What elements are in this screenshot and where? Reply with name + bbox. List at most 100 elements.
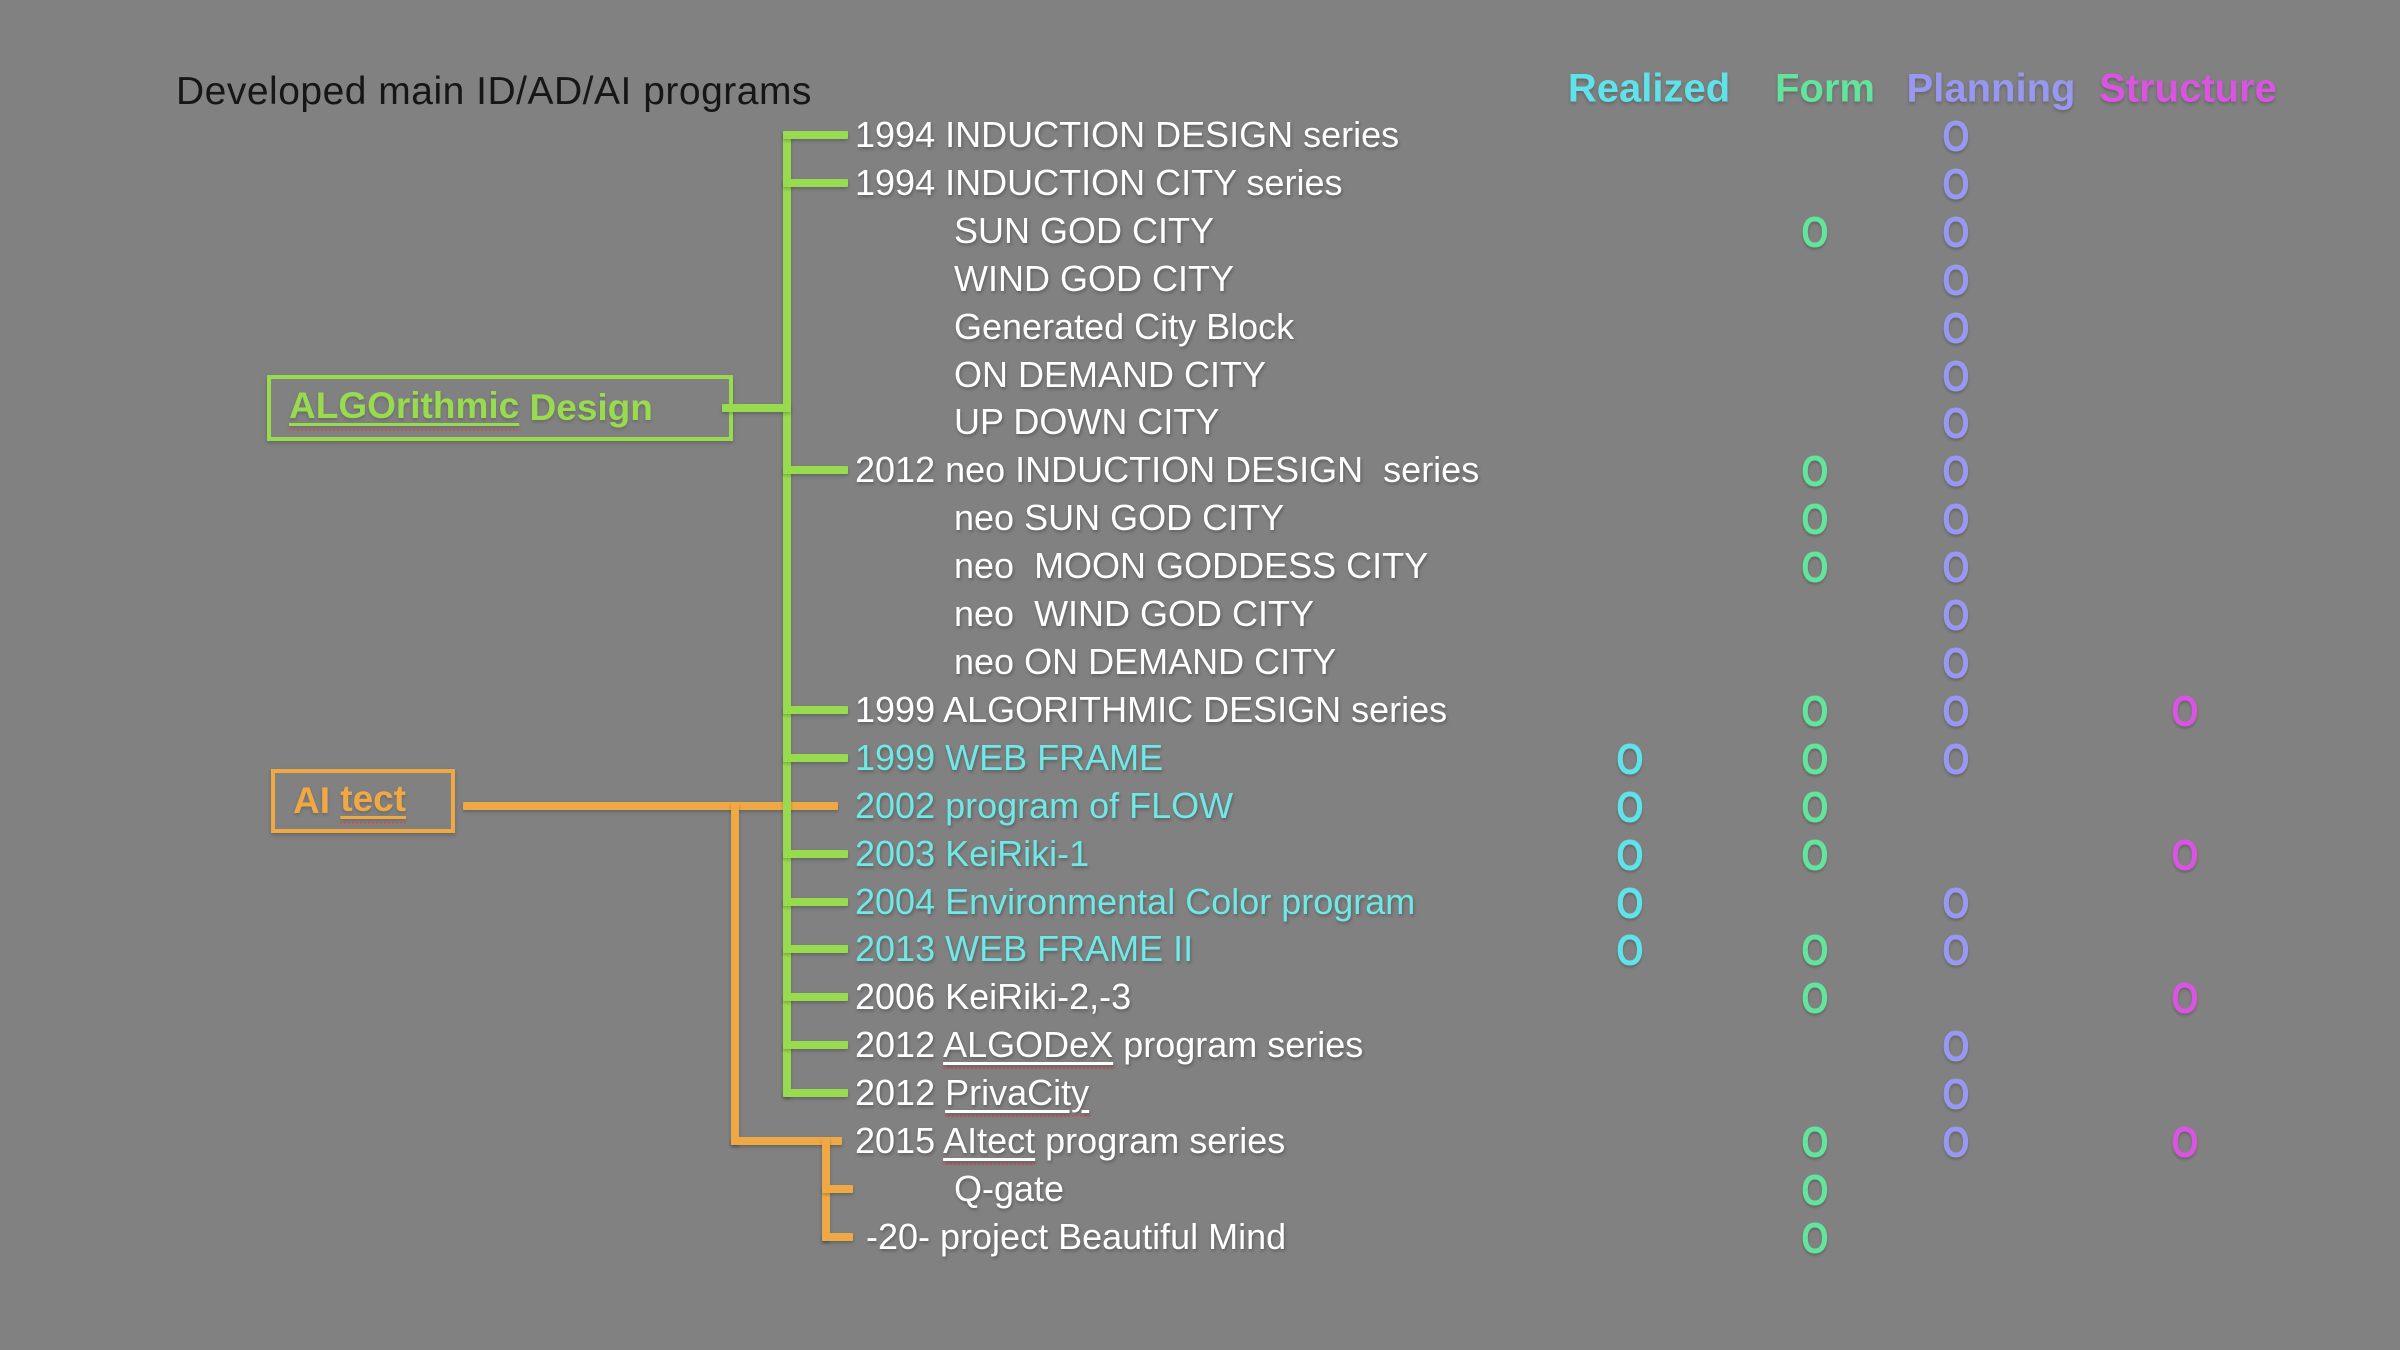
status-marker-form: O xyxy=(1801,1213,1829,1263)
tree-row-label: Q-gate xyxy=(954,1168,1064,1210)
row-text: 2015 xyxy=(855,1120,944,1162)
tree-row-label: neo SUN GOD CITY xyxy=(954,497,1284,539)
status-marker-planning: O xyxy=(1942,207,1970,257)
status-marker-form: O xyxy=(1801,926,1829,976)
tree-row-label: neo ON DEMAND CITY xyxy=(954,641,1336,683)
algo-row-tick xyxy=(783,705,848,714)
row-text: ON DEMAND CITY xyxy=(954,353,1267,395)
algo-row-tick xyxy=(783,1041,848,1050)
tree-row-label: 1999 WEB FRAME xyxy=(855,737,1163,779)
tree-row-label: 2015 AItect program series xyxy=(855,1120,1286,1166)
algo-row-tick xyxy=(783,849,848,858)
row-text: neo MOON GODDESS CITY xyxy=(954,545,1429,587)
status-marker-planning: O xyxy=(1942,112,1970,161)
algo-row-tick xyxy=(783,993,848,1002)
tree-row-label: 2003 KeiRiki-1 xyxy=(855,833,1089,875)
row-text: 2002 program of FLOW xyxy=(855,784,1234,826)
status-marker-form: O xyxy=(1801,543,1829,593)
row-text-underlined: PrivaCity xyxy=(945,1072,1090,1118)
column-header-planning: Planning xyxy=(1906,66,2076,111)
row-text-underlined: ALGODeX xyxy=(943,1024,1114,1070)
column-header-form: Form xyxy=(1775,66,1875,111)
tree-row-label: 2002 program of FLOW xyxy=(855,785,1233,827)
status-marker-planning: O xyxy=(1942,543,1970,593)
row-text: neo ON DEMAND CITY xyxy=(954,641,1337,682)
status-marker-planning: O xyxy=(1942,159,1970,209)
status-marker-planning: O xyxy=(1942,926,1970,976)
row-text: UP DOWN CITY xyxy=(954,401,1220,443)
status-marker-form: O xyxy=(1801,686,1829,736)
row-text: 2006 KeiRiki-2,-3 xyxy=(855,976,1132,1018)
algorithmic-design-label-underlined: ALGOrithmic xyxy=(289,385,520,431)
status-marker-planning: O xyxy=(1942,734,1970,784)
aitect-branch-horizontal-2015 xyxy=(731,1137,842,1146)
row-text: neo SUN GOD CITY xyxy=(954,497,1285,539)
row-text: Q-gate xyxy=(954,1168,1065,1210)
status-marker-planning: O xyxy=(1942,1118,1970,1168)
page-title: Developed main ID/AD/AI programs xyxy=(176,70,812,113)
status-marker-realized: O xyxy=(1616,734,1644,784)
row-text: 2012 xyxy=(855,1072,946,1114)
aitect-row-tick xyxy=(822,1185,853,1194)
algo-tree-vertical xyxy=(783,131,791,1098)
row-text: -20- project Beautiful Mind xyxy=(866,1215,1287,1257)
tree-row-label: WIND GOD CITY xyxy=(954,258,1234,300)
status-marker-form: O xyxy=(1801,1166,1829,1216)
ai-tect-label-pre: AI xyxy=(293,780,341,821)
status-marker-form: O xyxy=(1801,734,1829,784)
status-marker-realized: O xyxy=(1616,878,1644,928)
row-text: 1999 WEB FRAME xyxy=(855,736,1164,778)
row-text: neo WIND GOD CITY xyxy=(954,593,1315,635)
status-marker-structure: O xyxy=(2171,974,2199,1024)
tree-row-label: 1999 ALGORITHMIC DESIGN series xyxy=(855,689,1447,731)
tree-row-label: 2004 Environmental Color program xyxy=(855,881,1415,923)
status-marker-form: O xyxy=(1801,974,1829,1024)
status-marker-planning: O xyxy=(1942,878,1970,928)
status-marker-form: O xyxy=(1801,1118,1829,1168)
status-marker-form: O xyxy=(1801,782,1829,832)
row-text: 1994 INDUCTION DESIGN series xyxy=(855,114,1400,155)
tree-row-label: neo WIND GOD CITY xyxy=(954,593,1314,635)
status-marker-structure: O xyxy=(2171,830,2199,880)
algo-row-tick xyxy=(783,466,848,475)
algo-connector-line xyxy=(722,404,791,412)
row-text: WIND GOD CITY xyxy=(954,257,1234,299)
status-marker-planning: O xyxy=(1942,1022,1970,1072)
row-text: 2003 KeiRiki-1 xyxy=(855,832,1090,874)
status-marker-structure: O xyxy=(2171,686,2199,736)
row-text: program series xyxy=(1113,1024,1364,1066)
tree-row-label: 2012 PrivaCity xyxy=(855,1072,1090,1118)
tree-row-label: 1994 INDUCTION DESIGN series xyxy=(855,114,1399,156)
status-marker-form: O xyxy=(1801,207,1829,257)
status-marker-planning: O xyxy=(1942,686,1970,736)
tree-row-label: UP DOWN CITY xyxy=(954,401,1219,443)
status-marker-realized: O xyxy=(1616,830,1644,880)
tree-row-label: ON DEMAND CITY xyxy=(954,354,1266,396)
row-text: Generated City Block xyxy=(954,305,1295,347)
status-marker-realized: O xyxy=(1616,926,1644,976)
status-marker-form: O xyxy=(1801,447,1829,497)
algo-row-tick xyxy=(783,945,848,954)
row-text: 2012 xyxy=(855,1024,944,1066)
ai-tect-box: AI tect xyxy=(271,769,455,833)
status-marker-planning: O xyxy=(1942,303,1970,353)
row-text: 1994 INDUCTION CITY series xyxy=(855,161,1343,203)
status-marker-structure: O xyxy=(2171,1118,2199,1168)
tree-row-label: -20- project Beautiful Mind xyxy=(866,1216,1286,1258)
row-text: 2004 Environmental Color program xyxy=(855,880,1416,922)
status-marker-planning: O xyxy=(1942,495,1970,545)
status-marker-planning: O xyxy=(1942,255,1970,305)
row-text: 2013 WEB FRAME II xyxy=(855,928,1194,970)
status-marker-planning: O xyxy=(1942,639,1970,688)
row-text: 1999 ALGORITHMIC DESIGN series xyxy=(855,688,1448,730)
tree-row-label: neo MOON GODDESS CITY xyxy=(954,545,1428,587)
ai-tect-label-underlined: tect xyxy=(340,778,407,824)
status-marker-planning: O xyxy=(1942,591,1970,641)
status-marker-planning: O xyxy=(1942,1070,1970,1120)
row-text: program series xyxy=(1035,1120,1286,1162)
tree-row-label: 1994 INDUCTION CITY series xyxy=(855,162,1342,204)
row-text-underlined: AItect xyxy=(943,1120,1036,1166)
column-header-structure: Structure xyxy=(2099,66,2277,111)
column-header-realized: Realized xyxy=(1567,66,1731,111)
